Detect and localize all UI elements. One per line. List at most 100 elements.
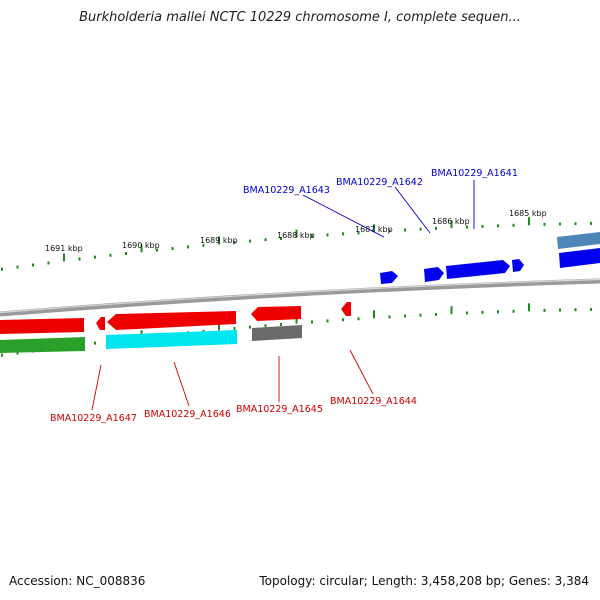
major-tick <box>528 303 530 312</box>
minor-tick <box>512 223 515 227</box>
gene-feature[interactable] <box>106 330 237 349</box>
minor-tick <box>497 224 499 228</box>
gene-feature[interactable] <box>557 232 600 249</box>
gene-label[interactable]: BMA10229_A1641 <box>431 168 518 179</box>
minor-tick <box>543 308 546 312</box>
major-tick <box>63 253 65 262</box>
minor-tick <box>357 317 360 321</box>
scale-label: 1686 kbp <box>432 217 470 226</box>
minor-tick <box>47 261 50 265</box>
scale-label: 1685 kbp <box>509 209 547 218</box>
chromosome-backbone-highlight <box>0 278 600 314</box>
minor-tick <box>543 222 546 226</box>
reverse-gene-labels[interactable]: BMA10229_A1647 BMA10229_A1646 BMA10229_A… <box>50 396 417 424</box>
gene-label[interactable]: BMA10229_A1646 <box>144 409 231 420</box>
minor-tick <box>94 255 96 259</box>
gene-feature[interactable] <box>0 318 84 334</box>
minor-tick <box>326 233 329 237</box>
gene-feature[interactable] <box>512 259 524 272</box>
minor-tick <box>559 222 561 226</box>
gene-feature[interactable] <box>380 271 398 284</box>
gene-feature[interactable] <box>96 317 105 330</box>
gene-feature[interactable] <box>107 311 236 330</box>
genome-summary: Topology: circular; Length: 3,458,208 bp… <box>259 574 589 588</box>
minor-tick <box>233 240 236 244</box>
callout-lines <box>91 180 475 411</box>
scale-label: 1688 kbp <box>277 231 315 240</box>
gene-feature[interactable] <box>251 306 301 321</box>
minor-tick <box>311 234 313 238</box>
gene-feature[interactable] <box>252 325 302 341</box>
minor-tick <box>125 252 127 255</box>
reverse-strand-features[interactable] <box>0 302 351 353</box>
minor-tick <box>404 314 406 318</box>
major-tick <box>218 236 220 245</box>
minor-tick <box>574 308 577 312</box>
minor-tick <box>342 232 344 236</box>
minor-tick <box>435 226 437 230</box>
gene-feature[interactable] <box>559 248 600 268</box>
minor-tick <box>94 341 96 345</box>
minor-tick <box>590 307 592 311</box>
minor-tick <box>249 325 251 329</box>
major-tick <box>373 224 375 233</box>
minor-tick <box>280 237 282 240</box>
forward-tick-track <box>1 217 592 271</box>
minor-tick <box>497 310 499 314</box>
gene-label[interactable]: BMA10229_A1643 <box>243 185 330 196</box>
minor-tick <box>419 227 422 231</box>
minor-tick <box>156 248 158 252</box>
map-title: Burkholderia mallei NCTC 10229 chromosom… <box>79 10 521 25</box>
gene-feature[interactable] <box>341 302 351 316</box>
gene-feature[interactable] <box>424 267 444 282</box>
major-tick <box>295 229 298 238</box>
gene-feature[interactable] <box>446 260 510 279</box>
minor-tick <box>1 353 3 357</box>
minor-tick <box>249 239 251 243</box>
major-tick <box>140 244 143 253</box>
minor-tick <box>109 253 112 257</box>
forward-strand-features[interactable] <box>380 232 600 284</box>
minor-tick <box>404 228 406 232</box>
gene-label[interactable]: BMA10229_A1645 <box>236 404 323 415</box>
minor-tick <box>435 312 437 316</box>
minor-tick <box>388 229 391 233</box>
minor-tick <box>574 222 577 226</box>
minor-tick <box>264 238 267 242</box>
minor-tick <box>559 308 561 312</box>
accession-text: Accession: NC_008836 <box>9 574 146 588</box>
minor-tick <box>466 311 468 315</box>
gene-label[interactable]: BMA10229_A1644 <box>330 396 417 407</box>
minor-tick <box>202 243 205 247</box>
minor-tick <box>171 247 174 250</box>
minor-tick <box>388 315 391 319</box>
gene-label[interactable]: BMA10229_A1642 <box>336 177 423 188</box>
forward-gene-labels[interactable]: BMA10229_A1643 BMA10229_A1642 BMA10229_A… <box>243 168 518 196</box>
major-tick <box>218 322 220 331</box>
scale-label: 1691 kbp <box>45 244 83 253</box>
minor-tick <box>32 263 34 267</box>
minor-tick <box>326 319 329 323</box>
minor-tick <box>419 313 422 317</box>
gene-label[interactable]: BMA10229_A1647 <box>50 413 137 424</box>
minor-tick <box>187 245 189 249</box>
minor-tick <box>1 267 3 271</box>
minor-tick <box>16 265 19 269</box>
minor-tick <box>78 257 81 261</box>
scale-label: 1687 kbp <box>355 225 393 234</box>
minor-tick <box>481 224 484 228</box>
minor-tick <box>264 324 267 328</box>
minor-tick <box>590 221 592 225</box>
major-tick <box>450 220 453 229</box>
major-tick <box>450 306 453 315</box>
minor-tick <box>16 351 19 355</box>
minor-tick <box>233 326 236 330</box>
minor-tick <box>512 309 515 313</box>
scale-label: 1689 kbp <box>200 236 238 245</box>
minor-tick <box>280 323 282 326</box>
chromosome-backbone <box>0 278 600 317</box>
major-tick <box>295 315 298 324</box>
gene-feature[interactable] <box>0 337 85 353</box>
major-tick <box>528 217 530 226</box>
